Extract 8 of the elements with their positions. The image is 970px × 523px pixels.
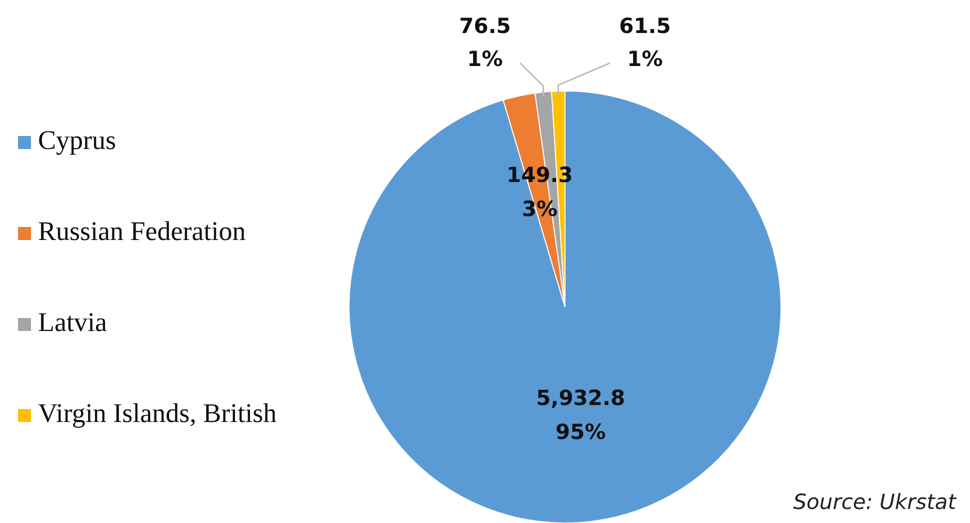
data-label: 76.5 1% (459, 14, 511, 71)
source-note: Source: Ukrstat (793, 490, 957, 514)
data-label: 5,932.8 95% (536, 386, 626, 444)
legend-label: Latvia (38, 307, 107, 337)
legend-label: Cyprus (38, 125, 116, 155)
legend-label: Russian Federation (38, 216, 246, 246)
data-label: 61.5 1% (619, 14, 671, 71)
legend-label: Virgin Islands, British (38, 398, 278, 428)
